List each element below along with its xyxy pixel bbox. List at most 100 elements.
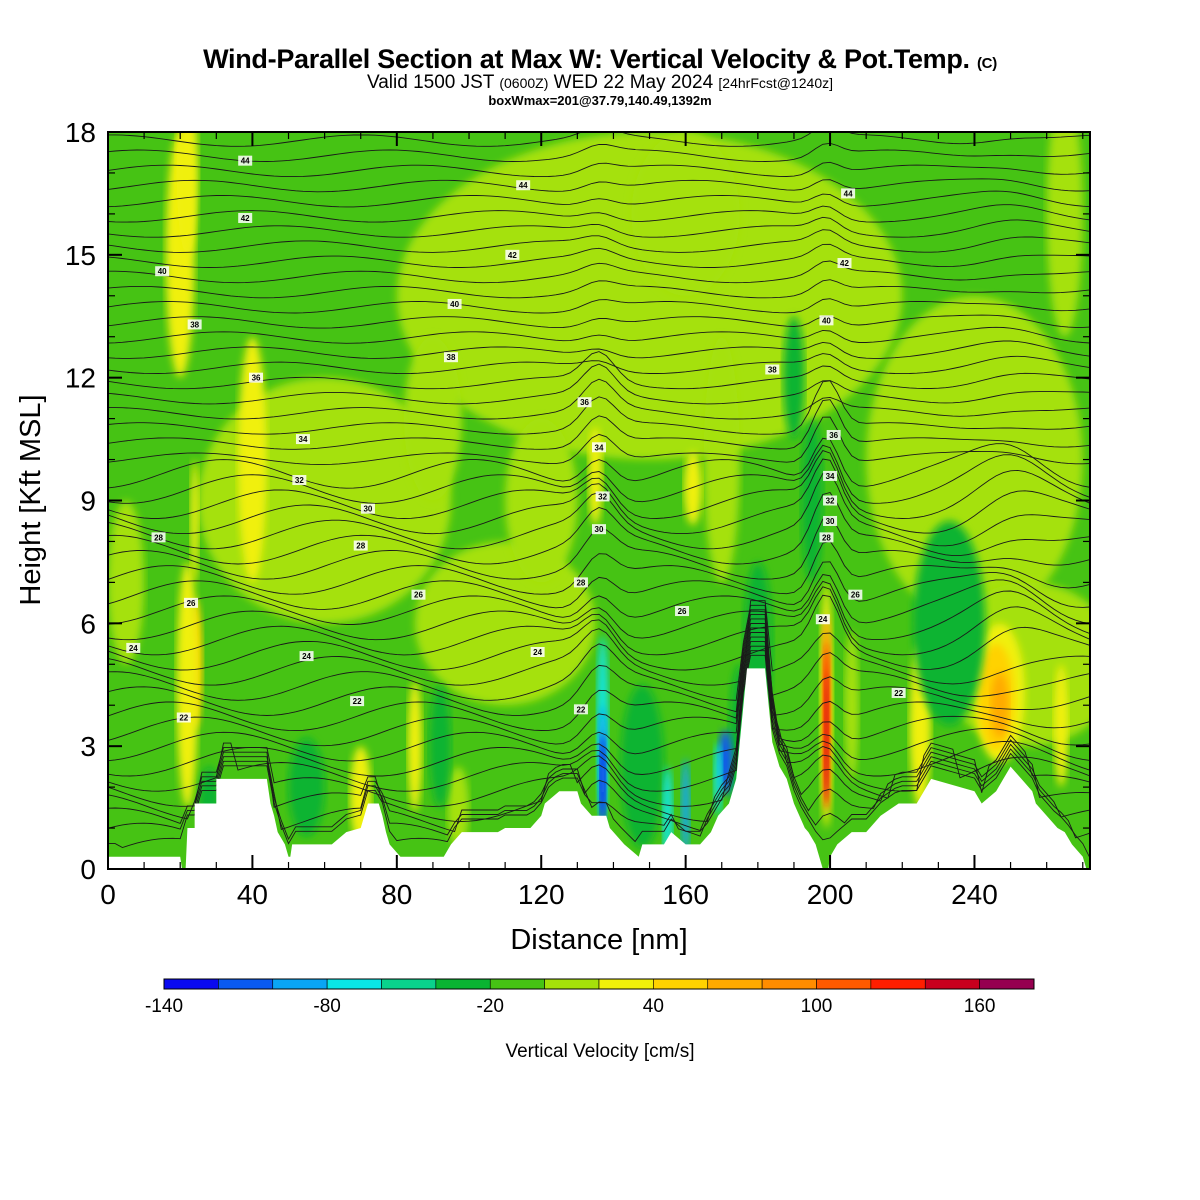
x-tick-label: 0 <box>100 879 116 910</box>
contour-label-bg <box>447 298 462 309</box>
pot-temp-contours <box>108 132 1090 859</box>
contour-line <box>108 444 1090 504</box>
contour-line <box>108 604 1090 701</box>
contour-label: 32 <box>295 476 304 485</box>
x-tick-label: 120 <box>518 879 565 910</box>
velocity-cell <box>237 336 267 583</box>
velocity-cell <box>447 766 470 849</box>
velocity-cell <box>801 418 823 583</box>
contour-label-bg <box>573 577 588 588</box>
velocity-cell <box>396 132 903 460</box>
contour-label-bg <box>350 696 365 707</box>
contour-label-bg <box>126 642 141 653</box>
contour-label-bg <box>577 397 592 408</box>
colorbar-title: Vertical Velocity [cm/s] <box>505 1041 694 1062</box>
colorbar-swatch <box>598 978 654 990</box>
contour-label: 26 <box>678 607 687 616</box>
contour-label: 26 <box>414 591 423 600</box>
contour-line <box>108 314 1090 329</box>
colorbar-swatch <box>381 978 437 990</box>
contour-label-bg <box>819 532 834 543</box>
chart-boxwmax: boxWmax=201@37.79,140.49,1392m <box>488 93 712 108</box>
colorbar-swatch <box>544 978 600 990</box>
contour-label-bg <box>826 429 841 440</box>
colorbar-tick-label: 100 <box>801 996 833 1017</box>
velocity-cell <box>620 684 664 849</box>
contour-line <box>108 190 1090 208</box>
contour-line <box>108 594 1090 671</box>
contour-label: 36 <box>252 374 261 383</box>
contour-label-bg <box>353 540 368 551</box>
colorbar-frame <box>163 978 1035 990</box>
contour-label: 44 <box>241 157 250 166</box>
contour-label: 40 <box>450 300 459 309</box>
velocity-cell <box>913 520 986 726</box>
contour-line <box>108 204 1090 223</box>
contour-label-bg <box>443 352 458 363</box>
y-tick-label: 3 <box>80 731 96 762</box>
contour-label-bg <box>530 646 545 657</box>
contour-label: 40 <box>822 316 831 325</box>
contour-line <box>108 613 1090 732</box>
contour-line <box>108 298 1090 314</box>
y-tick-label: 12 <box>65 363 96 394</box>
contour-line <box>108 618 1090 747</box>
contour-line <box>108 178 1090 193</box>
contour-label: 22 <box>179 714 188 723</box>
contour-label-bg <box>595 491 610 502</box>
contour-line <box>108 491 1090 565</box>
velocity-cell <box>429 684 451 808</box>
contour-line <box>108 627 1090 777</box>
contour-label-bg <box>184 597 199 608</box>
contour-line <box>108 132 1090 147</box>
x-tick-label: 240 <box>951 879 998 910</box>
contour-line <box>108 623 1090 762</box>
contour-line <box>108 378 1090 420</box>
velocity-cell <box>176 561 199 808</box>
contour-label: 36 <box>580 398 589 407</box>
contour-label: 28 <box>822 533 831 542</box>
chart-title: Wind-Parallel Section at Max W: Vertical… <box>203 44 997 74</box>
contour-line <box>108 586 1090 656</box>
x-tick-label: 200 <box>807 879 854 910</box>
y-tick-label: 0 <box>80 854 96 885</box>
contour-label: 36 <box>829 431 838 440</box>
contour-label: 28 <box>576 578 585 587</box>
colorbar-tick-label: -80 <box>313 996 340 1017</box>
contour-line <box>108 340 1090 359</box>
contour-line <box>108 632 1090 792</box>
colorbar-tick-label: 160 <box>964 996 996 1017</box>
contour-label-bg <box>238 155 253 166</box>
y-tick-label: 9 <box>80 486 96 517</box>
contour-label-bg <box>516 180 531 191</box>
colorbar-swatch <box>979 978 1035 990</box>
contour-label: 38 <box>447 353 456 362</box>
contour-label-bg <box>360 503 375 514</box>
colorbar-swatch <box>163 978 219 990</box>
contour-label-bg <box>299 651 314 662</box>
velocity-cell <box>190 459 199 583</box>
contour-label: 30 <box>826 517 835 526</box>
contour-label: 24 <box>533 648 542 657</box>
velocity-cell <box>631 132 740 296</box>
contour-label-bg <box>573 704 588 715</box>
contour-line <box>108 416 1090 465</box>
colorbar-swatch <box>761 978 817 990</box>
x-tick-label: 160 <box>662 879 709 910</box>
contour-line <box>108 243 1090 268</box>
contour-line <box>108 609 1090 716</box>
contour-label: 34 <box>826 472 835 481</box>
contour-label: 42 <box>241 214 250 223</box>
plot-area: 44 44 44 42 42 42 40 40 40 38 38 38 36 36 36 34 34 34 32 32… <box>108 132 1090 869</box>
contour-labels: 44 44 44 42 42 42 40 40 40 38 38 38 36 36 36 34 34 34 32 32… <box>126 155 906 723</box>
contour-line <box>108 540 1090 595</box>
contour-line <box>108 641 1090 822</box>
velocity-cell <box>683 451 702 526</box>
chart-subtitle: Valid 1500 JST (0600Z) WED 22 May 2024 [… <box>366 72 834 93</box>
contour-label: 40 <box>158 267 167 276</box>
contour-line <box>108 437 1090 489</box>
colorbar-tick-label: -140 <box>145 996 183 1017</box>
colorbar-tick-label: 40 <box>643 996 664 1017</box>
colorbar-swatch <box>653 978 709 990</box>
